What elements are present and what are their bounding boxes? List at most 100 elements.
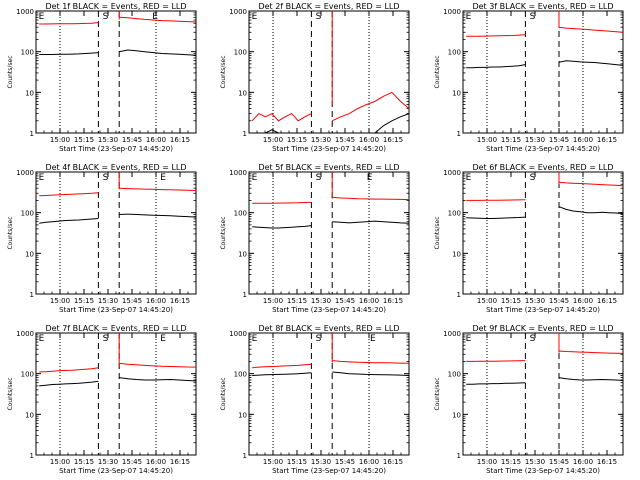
x-tick-label: 15:45 [335,458,355,466]
x-tick-label: 16:15 [597,297,617,305]
panel-title: Det 5f BLACK = Events, RED = LLD [258,163,399,172]
lld-series-segment-1 [39,192,99,197]
x-tick-label: 16:15 [170,136,190,144]
x-tick-label: 15:00 [263,458,283,466]
event-marker-label: E [367,173,373,183]
x-tick-label: 16:00 [359,297,379,305]
event-marker-label: E [466,12,472,22]
y-tick-label: 1 [457,291,461,299]
event-marker-label: S [530,12,536,22]
x-tick-label: 15:00 [477,136,497,144]
event-marker-label: E [152,12,158,22]
x-tick-label: 16:00 [146,458,166,466]
y-tick-label: 100 [234,371,247,379]
x-tick-label: 16:00 [573,297,593,305]
y-tick-label: 1 [30,130,34,138]
panel-title: Det 7f BLACK = Events, RED = LLD [45,324,186,333]
x-tick-label: 15:30 [98,458,118,466]
x-tick-label: 16:15 [170,297,190,305]
y-tick-label: 100 [21,49,34,57]
lld-series-segment-1 [466,34,526,37]
x-tick-label: 16:00 [146,136,166,144]
y-tick-label: 100 [448,210,461,218]
lld-series-segment-1 [466,199,526,201]
x-axis-label: Start Time (23-Sep-07 14:45:20) [272,145,386,153]
events-series-segment-1 [466,216,526,219]
event-marker-label: E [252,173,258,183]
event-marker-label: E [466,173,472,183]
events-series-segment-1 [39,218,99,224]
x-tick-label: 16:00 [146,297,166,305]
events-series-segment-1 [39,380,99,387]
lld-series-segment-1 [39,367,99,373]
x-tick-label: 15:00 [50,458,70,466]
x-tick-label: 15:15 [501,136,521,144]
x-axis-label: Start Time (23-Sep-07 14:45:20) [59,467,173,475]
event-marker-label: S [316,12,322,22]
y-axis-label: Counts/sec [434,55,441,88]
y-tick-label: 1000 [229,8,247,16]
y-tick-label: 100 [21,371,34,379]
event-marker-label: S [316,173,322,183]
y-axis-label: Counts/sec [434,377,441,410]
x-tick-label: 15:00 [263,136,283,144]
events-series-segment-1 [466,64,526,69]
x-axis-label: Start Time (23-Sep-07 14:45:20) [59,306,173,314]
x-tick-label: 15:30 [98,297,118,305]
y-tick-label: 1000 [443,169,461,177]
lld-series-segment-2 [558,26,624,33]
x-tick-label: 15:30 [98,136,118,144]
panel-title: Det 8f BLACK = Events, RED = LLD [258,324,399,333]
detector-panel-5: Det 5f BLACK = Events, RED = LLD 1 10 100 10… [220,163,410,314]
lld-series-segment-2 [332,360,410,364]
lld-series-segment-2 [119,187,197,191]
y-tick-label: 1 [457,130,461,138]
detector-panel-7: Det 7f BLACK = Events, RED = LLD 1 10 100 10… [7,324,197,475]
x-tick-label: 15:15 [74,458,94,466]
event-marker-label: E [39,12,45,22]
y-tick-label: 1 [243,291,247,299]
panel-title: Det 2f BLACK = Events, RED = LLD [258,2,399,11]
x-tick-label: 15:45 [335,136,355,144]
x-tick-label: 15:30 [311,297,331,305]
x-axis-label: Start Time (23-Sep-07 14:45:20) [272,306,386,314]
x-tick-label: 15:00 [50,297,70,305]
x-tick-label: 15:30 [525,136,545,144]
x-tick-label: 15:45 [122,136,142,144]
y-tick-label: 1 [457,452,461,460]
lld-series-segment-2 [331,91,410,122]
y-tick-label: 100 [234,210,247,218]
y-tick-label: 1000 [443,8,461,16]
x-tick-label: 15:30 [311,458,331,466]
x-tick-label: 15:15 [287,136,307,144]
event-marker-label: E [252,334,258,344]
y-tick-label: 10 [25,250,34,258]
lld-series-segment-1 [466,360,526,362]
y-axis-label: Counts/sec [220,216,227,249]
lld-series-segment-2 [558,181,624,187]
panel-title: Det 6f BLACK = Events, RED = LLD [472,163,613,172]
x-tick-label: 15:45 [549,458,569,466]
x-tick-label: 15:15 [287,297,307,305]
y-tick-label: 10 [452,250,461,258]
y-tick-label: 10 [452,89,461,97]
y-axis-label: Counts/sec [434,216,441,249]
y-tick-label: 100 [448,49,461,57]
y-tick-label: 1000 [16,330,34,338]
event-marker-label: S [103,334,109,344]
x-tick-label: 15:15 [287,458,307,466]
detector-panel-2: Det 2f BLACK = Events, RED = LLD 1 10 100 10… [220,2,410,153]
x-tick-label: 16:00 [573,458,593,466]
x-tick-label: 15:45 [549,297,569,305]
y-tick-label: 1 [243,130,247,138]
x-tick-label: 15:00 [477,458,497,466]
lld-series-segment-1 [251,112,312,122]
x-tick-label: 16:15 [597,136,617,144]
detector-panel-4: Det 4f BLACK = Events, RED = LLD 1 10 100 10… [7,163,197,314]
y-tick-label: 1000 [16,8,34,16]
event-marker-label: E [160,334,166,344]
event-marker-label: E [39,173,45,183]
detector-panel-8: Det 8f BLACK = Events, RED = LLD 1 10 100 10… [220,324,410,475]
detector-panel-1: Det 1f BLACK = Events, RED = LLD 1 10 100 10… [7,2,197,153]
event-marker-label: E [370,334,376,344]
